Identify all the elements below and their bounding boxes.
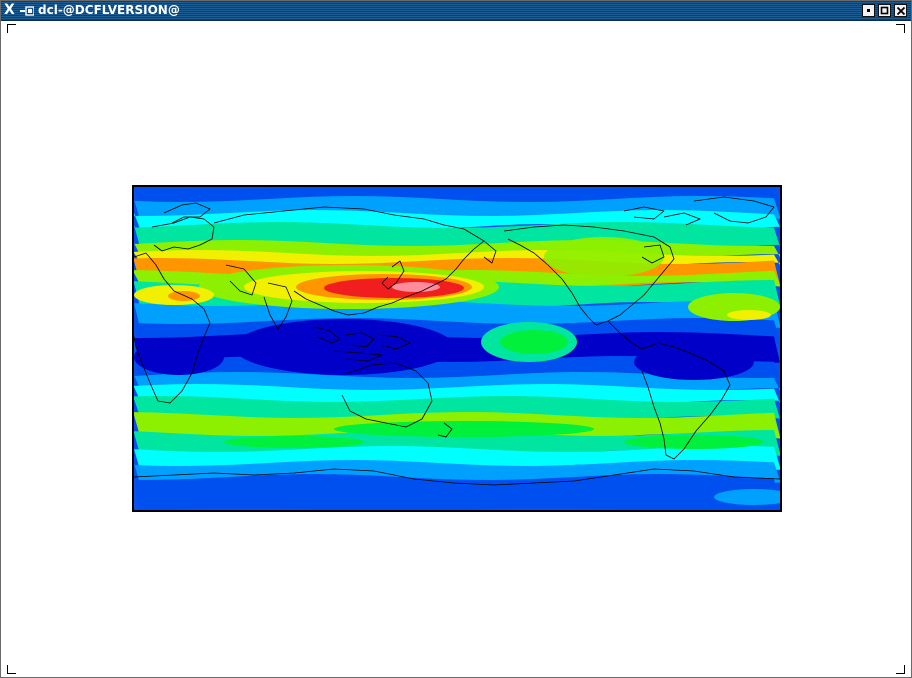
close-icon [896, 6, 906, 16]
coastline [345, 332, 375, 348]
coastline [313, 326, 341, 344]
window-title: dcl-@DCFLVERSION@ [38, 3, 180, 17]
coastline [213, 206, 485, 250]
coastline [151, 216, 215, 252]
corner-mark-top-right [896, 24, 905, 33]
corner-mark-top-left [7, 24, 16, 33]
warm-pool-min [234, 319, 454, 375]
coastline [623, 206, 665, 220]
contour-features [134, 237, 780, 505]
close-button[interactable] [894, 4, 907, 17]
atlantic-jet-yellow [727, 310, 771, 320]
coastline [333, 350, 383, 362]
coastline [641, 342, 731, 460]
contour-band [134, 474, 780, 510]
antarctic-light-blue [714, 489, 780, 505]
contour-map-svg [134, 187, 780, 510]
south-atlantic-green [624, 435, 764, 449]
contour-band [134, 187, 780, 206]
coastline [263, 282, 293, 330]
coastline [134, 468, 780, 486]
coastline [663, 212, 701, 226]
coastline [293, 248, 475, 316]
coastline [693, 196, 775, 224]
coastline [379, 334, 411, 350]
minimize-icon [867, 9, 870, 12]
africa-jet-orange [168, 291, 200, 301]
south-indian-green [224, 436, 364, 448]
na-green [544, 237, 664, 277]
contour-band [134, 396, 780, 422]
coastline [503, 224, 675, 326]
south-america-min [634, 344, 754, 380]
southern-ocean-green [334, 421, 594, 437]
window-menu-icon[interactable] [20, 6, 34, 16]
coastline [437, 422, 453, 438]
coastline [381, 260, 405, 290]
minimize-button[interactable] [862, 4, 875, 17]
africa-min [134, 339, 224, 375]
coastline [483, 240, 497, 264]
maximize-button[interactable] [878, 4, 891, 17]
jet-core-pink [392, 282, 440, 292]
corner-mark-bottom-left [7, 665, 16, 674]
contour-map-plot [132, 185, 782, 512]
x-logo-icon[interactable]: X [4, 2, 15, 18]
coastline [607, 320, 643, 350]
coastline [134, 252, 211, 404]
coastline [341, 362, 433, 428]
coastline [225, 264, 257, 296]
maximize-icon [880, 6, 889, 15]
coastlines [134, 196, 780, 486]
central-pacific-green [500, 330, 568, 354]
coastline [641, 244, 665, 264]
title-bar[interactable]: X dcl-@DCFLVERSION@ [1, 1, 911, 21]
drawing-area [2, 21, 910, 677]
corner-mark-bottom-right [896, 665, 905, 674]
coastline [163, 202, 211, 224]
